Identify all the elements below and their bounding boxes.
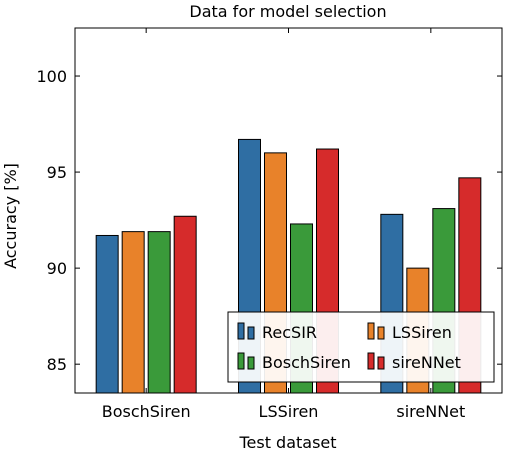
legend-label-recsir: RecSIR: [262, 323, 317, 342]
legend-label-lssiren: LSSiren: [392, 323, 452, 342]
legend-swatch-boschsiren-small: [247, 356, 255, 370]
legend-label-boschsiren: BoschSiren: [262, 353, 351, 372]
legend-swatch-recsir: [237, 322, 245, 340]
x-axis: BoschSiren LSSiren sireNNet: [102, 28, 465, 421]
legend-swatch-recsir-small: [247, 326, 255, 340]
bar-lssiren-boschsiren: [121, 231, 145, 394]
x-tick-label: BoschSiren: [102, 402, 191, 421]
bar-boschsiren-boschsiren: [147, 231, 171, 394]
x-tick-label: LSSiren: [259, 402, 319, 421]
legend-swatch-lssiren-small: [377, 326, 385, 340]
legend-swatch-boschsiren: [237, 352, 245, 370]
legend: RecSIR LSSiren BoschSiren sireNNet: [227, 311, 495, 383]
y-tick-label: 85: [47, 355, 67, 374]
y-axis: 85 90 95 100: [36, 67, 502, 374]
chart-title: Data for model selection: [189, 2, 386, 21]
legend-swatch-sirennet-small: [377, 356, 385, 370]
legend-label-sirennet: sireNNet: [392, 353, 461, 372]
legend-swatch-sirennet: [367, 352, 375, 370]
y-tick-label: 95: [47, 163, 67, 182]
legend-box: [227, 311, 495, 383]
legend-swatch-lssiren: [367, 322, 375, 340]
bar-recsir-boschsiren: [95, 234, 119, 394]
y-axis-label: Accuracy [%]: [1, 163, 20, 269]
x-axis-label: Test dataset: [238, 433, 336, 452]
x-tick-label: sireNNet: [396, 402, 465, 421]
y-tick-label: 90: [47, 259, 67, 278]
bar-sirennet-boschsiren: [173, 215, 197, 394]
y-tick-label: 100: [36, 67, 67, 86]
